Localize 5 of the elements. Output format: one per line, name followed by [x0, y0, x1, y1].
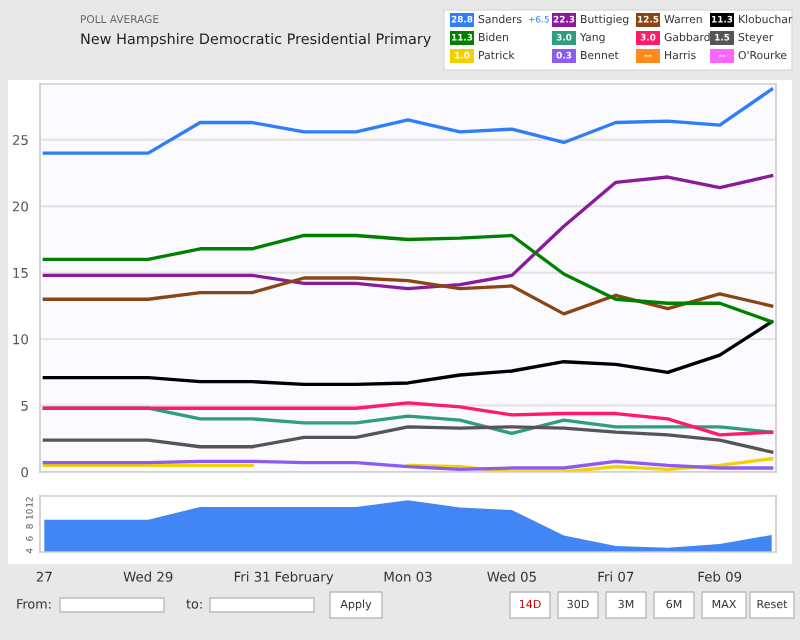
- line-series: [42, 276, 774, 316]
- line-series: [42, 320, 774, 386]
- line-series: [42, 425, 774, 454]
- line-series: [42, 233, 774, 324]
- line-series: [42, 174, 774, 291]
